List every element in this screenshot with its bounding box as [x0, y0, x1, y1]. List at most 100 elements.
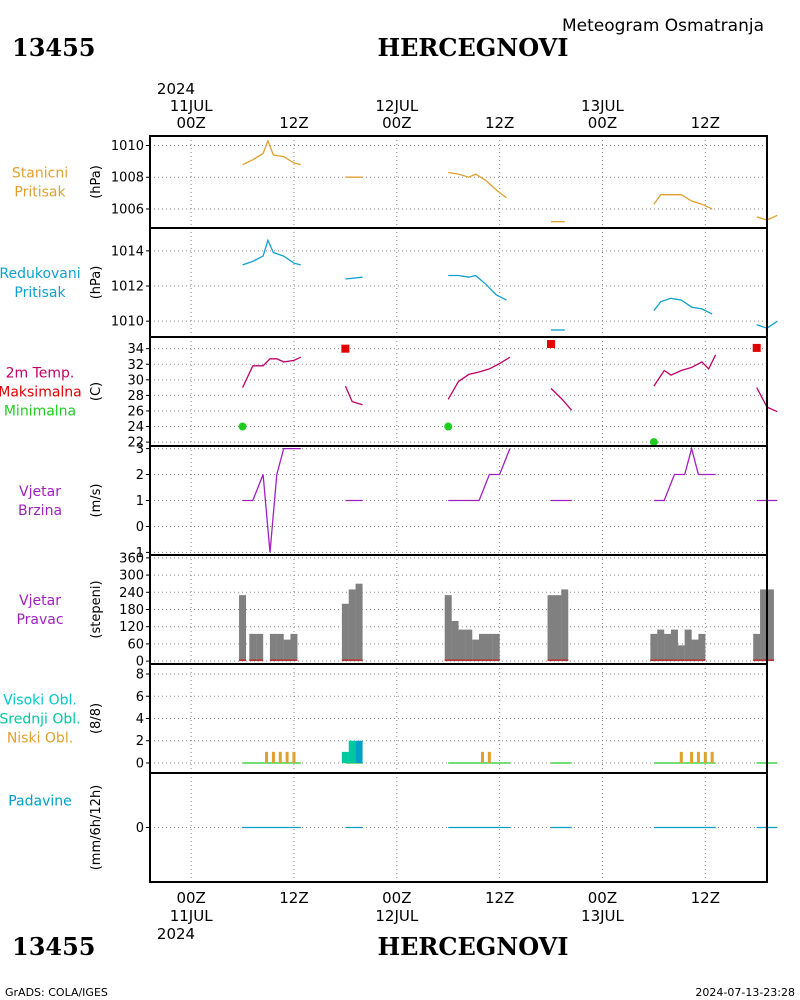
wind-direction-bar: [554, 595, 562, 662]
bottom-axis-tick-label: 00Z: [382, 889, 411, 907]
series-line: [242, 238, 301, 266]
bottom-axis-tick-label: 12Z: [691, 889, 720, 907]
wind-direction-bar: [657, 629, 665, 662]
wind-direction-bar: [341, 603, 349, 662]
panel-label: Vjetar: [19, 484, 61, 500]
wind-direction-bar: [276, 633, 284, 662]
year-label-bottom: 2024: [157, 925, 195, 943]
mid-cloud-bar: [348, 740, 356, 763]
panel-clouds: 0 2 4 6 8 Visoki Obl. Srednji Obl. Niski Obl. (8…: [0, 663, 778, 774]
y-tick-label: 0: [136, 520, 144, 535]
wind-direction-bar: [472, 639, 480, 662]
max-temp-marker: [752, 343, 761, 352]
wind-direction-bar: [760, 589, 768, 662]
panel-label: Redukovani: [0, 266, 81, 282]
wind-direction-bar: [753, 633, 761, 662]
y-tick-label: 30: [127, 373, 144, 388]
year-label-top: 2024: [157, 80, 195, 98]
wind-direction-bar: [355, 583, 363, 662]
y-tick-label: 1010: [111, 139, 144, 154]
panel-label: Niski Obl.: [7, 731, 73, 747]
series-line: [242, 447, 301, 553]
wind-direction-bar: [478, 633, 486, 662]
y-tick-label: 34: [127, 342, 144, 357]
low-cloud-bar: [480, 751, 484, 763]
station-id-top: 13455: [12, 33, 96, 62]
y-tick-label: 300: [119, 569, 144, 584]
wind-direction-bar: [684, 629, 692, 662]
series-line: [447, 356, 511, 400]
y-tick-label: -1: [131, 546, 144, 561]
y-tick-label: 1014: [111, 244, 144, 259]
wind-direction-bar: [465, 629, 473, 662]
y-tick-label: 2: [136, 734, 144, 749]
y-tick-label: 1010: [111, 315, 144, 330]
panel-label: Padavine: [8, 794, 72, 810]
panel-station_pressure: 1006 1008 1010 Stanicni Pritisak (hPa): [12, 135, 778, 229]
wind-direction-bar: [670, 629, 678, 662]
wind-direction-bar: [485, 633, 493, 662]
unit-label: (m/s): [89, 484, 104, 518]
y-tick-label: 28: [127, 389, 144, 404]
wind-direction-bar: [698, 633, 706, 662]
series-line: [448, 274, 507, 301]
series-line: [550, 387, 573, 411]
wind-direction-bar: [691, 639, 699, 662]
series-line: [653, 446, 716, 502]
unit-label: (stepeni): [89, 580, 104, 638]
top-axis-tick-label: 00Z: [176, 114, 205, 132]
wind-direction-bar: [561, 589, 569, 662]
wind-direction-bar: [249, 633, 257, 662]
y-tick-label: 8: [136, 668, 144, 683]
low-cloud-bar: [292, 751, 296, 763]
unit-label: (8/8): [89, 703, 104, 734]
high-cloud-bar: [355, 740, 363, 763]
wind-direction-bar: [766, 589, 774, 662]
y-tick-label: 22: [127, 436, 144, 451]
footer-timestamp: 2024-07-13-23:28: [695, 986, 795, 999]
wind-direction-bar: [650, 633, 658, 662]
wind-direction-bar: [451, 620, 459, 662]
top-axis-tick-label: 00Z: [588, 114, 617, 132]
bottom-axis-date-label: 11JUL: [170, 907, 213, 925]
y-tick-label: 2: [136, 468, 144, 483]
y-tick-label: 6: [136, 690, 144, 705]
y-tick-label: 1: [136, 494, 144, 509]
wind-direction-bar: [664, 633, 672, 662]
top-axis-date-label: 13JUL: [581, 97, 624, 115]
panel-wind_direction: 0 60 120 180 240 300 360 Vjetar Pravac (stepeni): [16, 551, 774, 670]
low-cloud-bar: [679, 751, 683, 763]
panel-label: Pritisak: [14, 185, 66, 201]
bottom-axis-tick-label: 00Z: [176, 889, 205, 907]
top-axis-tick-label: 12Z: [485, 114, 514, 132]
max-temp-marker: [341, 344, 350, 353]
y-tick-label: 32: [127, 358, 144, 373]
min-temp-marker: [444, 422, 453, 431]
low-cloud-bar: [710, 751, 714, 763]
y-tick-label: 4: [136, 712, 144, 727]
y-tick-label: 180: [119, 603, 144, 618]
y-tick-label: 1008: [111, 171, 144, 186]
panel-label: Vjetar: [19, 593, 61, 609]
panel-reduced_pressure: 1010 1012 1014 Redukovani Pritisak (hPa): [0, 227, 778, 338]
low-cloud-bar: [271, 751, 275, 763]
y-tick-label: 3: [136, 442, 144, 457]
wind-direction-bar: [256, 633, 264, 662]
series-line: [653, 194, 713, 210]
series-line: [448, 171, 507, 199]
bottom-axis-date-label: 12JUL: [375, 907, 418, 925]
y-tick-label: 360: [119, 551, 144, 566]
panel-label: Visoki Obl.: [3, 693, 77, 709]
y-tick-label: 240: [119, 586, 144, 601]
unit-label: (mm/6h/12h): [89, 785, 104, 871]
wind-direction-bar: [283, 639, 291, 662]
wind-direction-bar: [677, 645, 685, 662]
wind-direction-bar: [444, 595, 452, 662]
panel-label: Brzina: [18, 503, 62, 519]
station-name-top: HERCEGNOVI: [377, 33, 568, 62]
bottom-axis-tick-label: 12Z: [279, 889, 308, 907]
